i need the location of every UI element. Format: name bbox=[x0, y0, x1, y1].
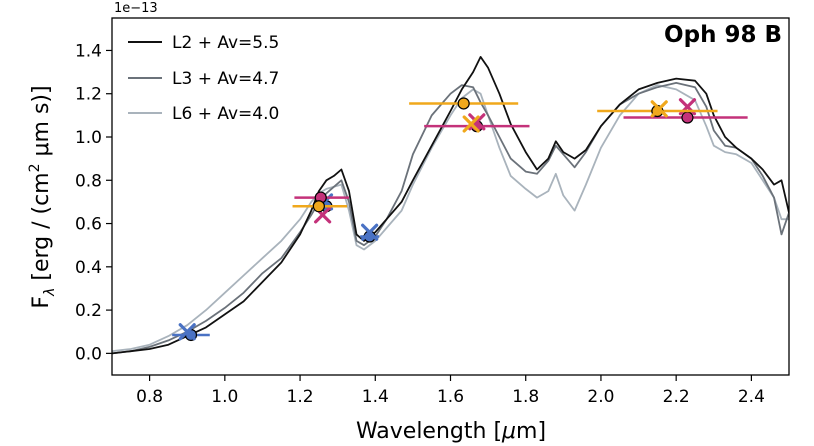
y-tick-label: 1.4 bbox=[75, 41, 102, 61]
x-tick-label: 1.8 bbox=[512, 387, 539, 407]
x-tick-label: 0.8 bbox=[136, 387, 163, 407]
x-tick-label: 1.2 bbox=[287, 387, 314, 407]
legend-label-l3: L3 + Av=4.7 bbox=[172, 69, 279, 89]
y-axis-label: Fλ [erg / (cm2 μm s)] bbox=[27, 85, 58, 308]
legend-label-l6: L6 + Av=4.0 bbox=[172, 104, 279, 124]
y-tick-label: 1.0 bbox=[75, 128, 102, 148]
model-flux-cross-orange bbox=[462, 115, 480, 133]
legend-label-l2: L2 + Av=5.5 bbox=[172, 33, 279, 53]
x-tick-label: 1.0 bbox=[211, 387, 238, 407]
legend: L2 + Av=5.5 L3 + Av=4.7 L6 + Av=4.0 bbox=[128, 33, 279, 124]
series-line-1 bbox=[112, 82, 789, 355]
photometry-layer bbox=[172, 97, 748, 342]
y-tick-label: 0.4 bbox=[75, 258, 102, 278]
x-axis-ticks: 0.8 1.0 1.2 1.4 1.6 1.8 2.0 2.2 2.4 bbox=[136, 375, 765, 407]
photometry-point-orange bbox=[457, 97, 470, 110]
y-axis-offset-label: 1e−13 bbox=[114, 1, 158, 16]
series-layer bbox=[112, 56, 789, 355]
series-line-0 bbox=[112, 56, 789, 355]
x-axis-label: Wavelength [μm] bbox=[356, 419, 546, 444]
y-tick-label: 1.2 bbox=[75, 85, 102, 105]
x-tick-label: 2.4 bbox=[738, 387, 765, 407]
series-line-2 bbox=[112, 84, 789, 353]
chart-title: Oph 98 B bbox=[664, 22, 782, 48]
model-flux-cross-orange bbox=[650, 100, 668, 118]
photometry-point-magenta bbox=[681, 111, 694, 124]
photometry-point-orange bbox=[312, 200, 325, 213]
model-flux-cross-blue bbox=[361, 223, 379, 241]
y-tick-label: 0.6 bbox=[75, 215, 102, 235]
x-tick-label: 1.4 bbox=[362, 387, 389, 407]
model-flux-cross-blue bbox=[178, 323, 196, 341]
y-tick-label: 0.8 bbox=[75, 171, 102, 191]
y-axis-ticks: 0.0 0.2 0.4 0.6 0.8 1.0 1.2 1.4 bbox=[75, 41, 112, 364]
x-tick-label: 1.6 bbox=[437, 387, 464, 407]
x-tick-label: 2.2 bbox=[663, 387, 690, 407]
y-tick-label: 0.2 bbox=[75, 301, 102, 321]
y-tick-label: 0.0 bbox=[75, 344, 102, 364]
x-tick-label: 2.0 bbox=[587, 387, 614, 407]
